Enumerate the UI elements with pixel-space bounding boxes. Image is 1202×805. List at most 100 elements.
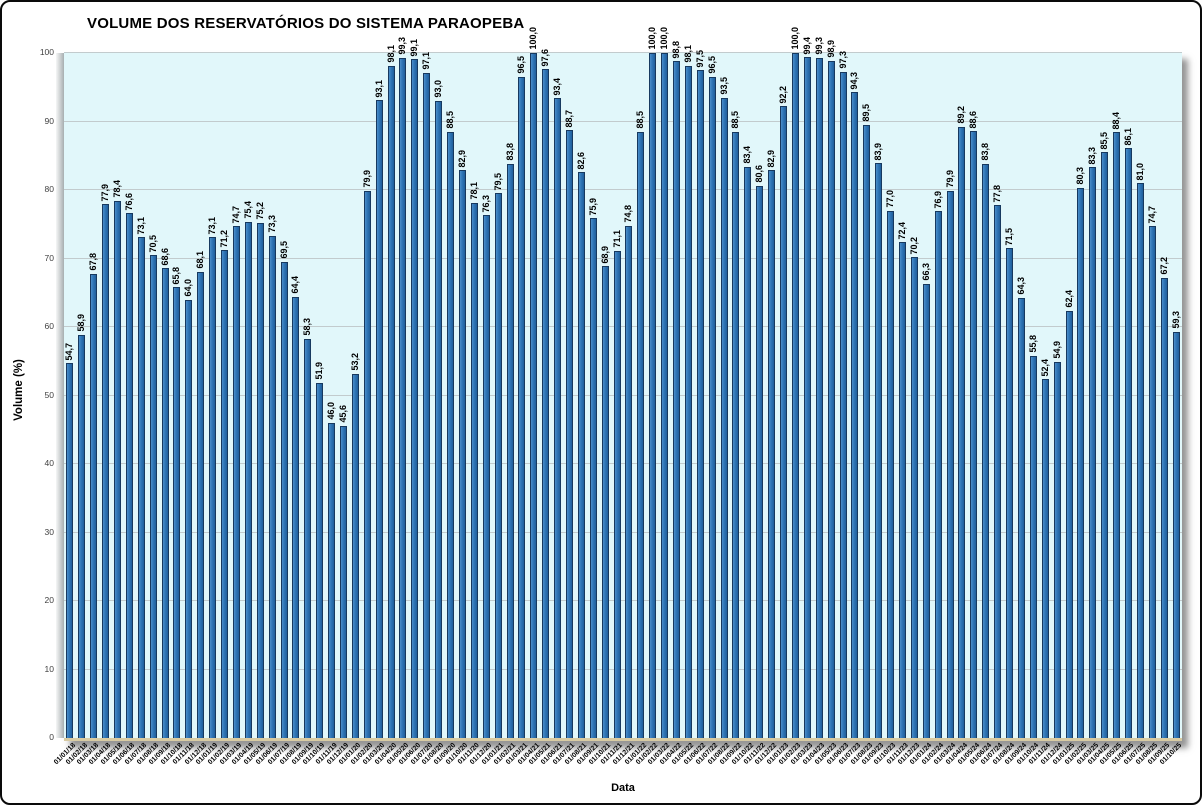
bar-value-label: 71,5	[1004, 227, 1015, 246]
y-tick-label: 0	[49, 732, 54, 742]
bar	[244, 221, 252, 738]
bar-value-label: 64,3	[1015, 277, 1026, 295]
bar-value-label: 69,5	[278, 241, 289, 259]
bar	[1041, 379, 1049, 738]
bar-value-label: 83,3	[1087, 146, 1098, 165]
bar-value-label: 94,3	[849, 71, 860, 90]
bar	[994, 205, 1002, 738]
bar-value-label: 72,4	[897, 221, 907, 240]
bar	[696, 70, 704, 738]
bar-value-label: 58,9	[76, 314, 87, 332]
bar	[922, 283, 930, 738]
bar-value-label: 55,8	[1027, 335, 1038, 353]
bar-value-label: 82,9	[456, 149, 467, 168]
bar	[732, 131, 740, 738]
bar-value-label: 79,5	[492, 172, 503, 191]
bar	[970, 131, 978, 738]
bar	[197, 271, 205, 738]
bar	[577, 172, 585, 738]
gridline	[64, 600, 1182, 601]
bar-value-label: 96,5	[706, 56, 717, 74]
bar-value-label: 82,6	[575, 151, 586, 170]
bar	[232, 226, 240, 738]
bar-value-label: 99,4	[801, 36, 812, 55]
bar-value-label: 88,5	[635, 111, 646, 129]
bar	[506, 163, 514, 738]
bar	[768, 170, 776, 738]
bar-value-label: 78,1	[468, 182, 479, 201]
bar	[328, 422, 336, 738]
bar-value-label: 78,4	[112, 180, 123, 198]
y-tick-label: 60	[44, 321, 54, 331]
bar-value-label: 97,1	[421, 52, 432, 70]
bar	[102, 204, 110, 738]
bar	[863, 124, 871, 738]
bar	[851, 92, 859, 738]
bar	[1065, 310, 1073, 738]
x-axis-title: Data	[611, 782, 635, 794]
bar	[470, 203, 478, 738]
bar	[637, 131, 645, 738]
bar	[780, 106, 788, 738]
bar-value-label: 100,0	[647, 27, 658, 50]
bar-value-label: 68,1	[195, 250, 206, 269]
bar-value-label: 76,9	[932, 190, 943, 209]
bar-value-label: 80,6	[754, 165, 765, 183]
gridline	[64, 463, 1182, 464]
bar	[1006, 248, 1014, 738]
bar-value-label: 73,3	[266, 215, 277, 233]
y-tick-label: 100	[39, 47, 54, 57]
bar-value-label: 74,7	[1146, 205, 1157, 224]
bar	[161, 268, 169, 738]
bar	[173, 287, 181, 738]
bar	[791, 53, 799, 738]
bar-value-label: 93,5	[718, 77, 729, 95]
bar	[542, 69, 550, 738]
bar-value-label: 88,6	[968, 110, 979, 129]
bar	[114, 200, 122, 738]
bar	[185, 299, 193, 738]
bar-value-label: 75,4	[242, 200, 253, 219]
bar	[149, 255, 157, 738]
bar-value-label: 80,3	[1075, 167, 1086, 185]
bar	[458, 170, 466, 738]
gridline	[64, 52, 1182, 53]
bar	[565, 130, 573, 738]
bar	[803, 57, 811, 738]
bar-value-label: 88,4	[1111, 111, 1122, 130]
y-axis-tick-labels: 0 10 20 30 40 50 60 70 80 90 100	[2, 47, 60, 742]
bar-value-label: 79,9	[944, 170, 955, 188]
bar-value-label: 82,9	[766, 149, 777, 168]
bar-value-label: 98,1	[385, 45, 396, 64]
bar-value-label: 70,2	[908, 236, 919, 255]
bar-value-label: 73,1	[135, 216, 146, 235]
y-tick-label: 10	[44, 663, 54, 674]
bar-value-label: 99,1	[409, 38, 420, 57]
bar-value-label: 83,4	[742, 146, 753, 164]
bar-value-label: 85,5	[1099, 131, 1110, 150]
bar-value-label: 79,9	[361, 170, 372, 188]
bar-value-label: 92,2	[778, 85, 789, 104]
bar	[435, 100, 443, 738]
bar-value-label: 88,5	[730, 111, 741, 129]
bar	[720, 97, 728, 738]
y-tick-label: 90	[44, 115, 54, 126]
y-tick-label: 30	[44, 526, 54, 537]
bar	[340, 425, 347, 738]
bar-value-label: 98,1	[682, 45, 693, 64]
bar-value-label: 62,4	[1063, 290, 1074, 308]
bar	[90, 273, 98, 738]
bar-value-label: 58,3	[302, 318, 313, 336]
bar	[1148, 226, 1156, 738]
bar-value-label: 97,6	[540, 48, 551, 67]
bar	[875, 163, 883, 738]
bar	[887, 210, 895, 738]
bar-value-label: 51,9	[314, 361, 325, 380]
bar	[518, 76, 526, 738]
x-axis-tick-labels: 01/01/18 01/02/18 01/03/18 01/04/18 01/05/18…	[53, 742, 1183, 784]
chart-title: VOLUME DOS RESERVATÓRIOS DO SISTEMA PARA…	[87, 15, 525, 32]
bar-value-label: 100,0	[789, 27, 800, 50]
bar-value-label: 64,0	[183, 279, 194, 297]
bar-value-label: 74,7	[230, 205, 241, 224]
bar-value-label: 45,6	[338, 405, 348, 423]
